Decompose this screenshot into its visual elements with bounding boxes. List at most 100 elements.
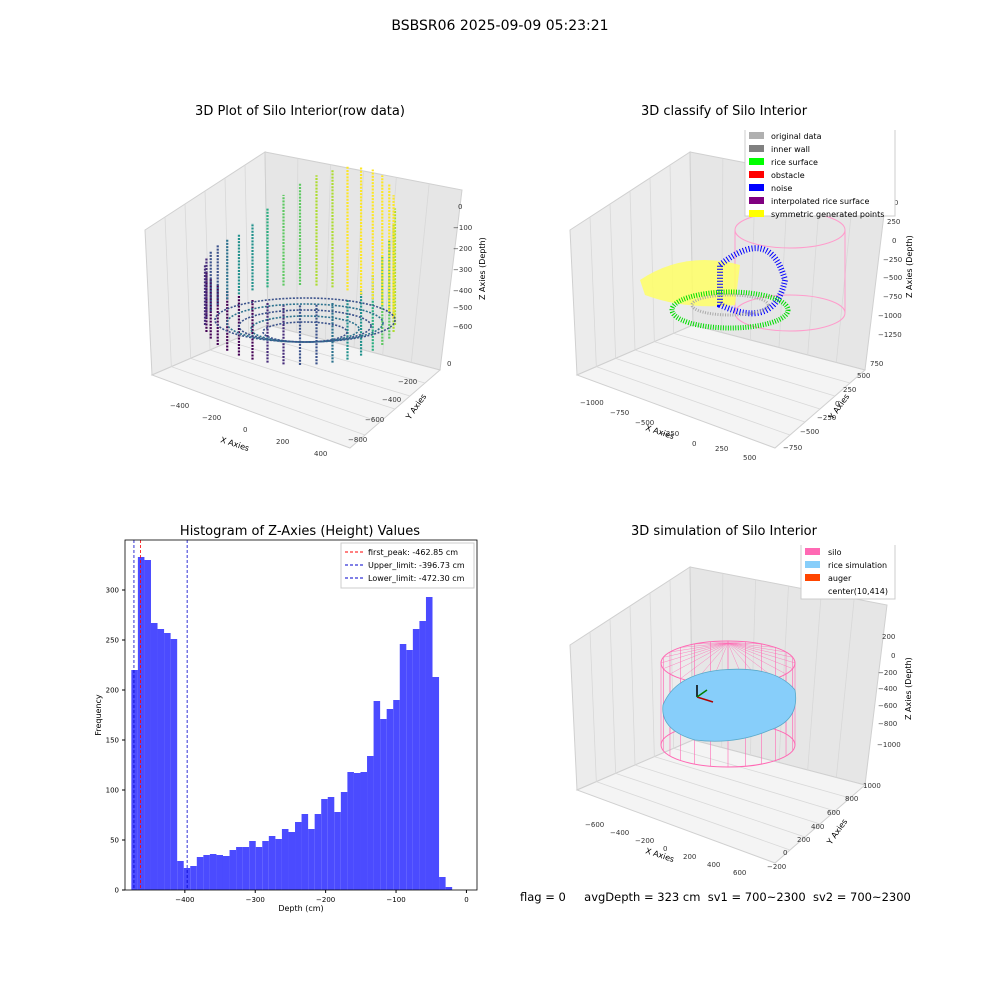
histogram-bar [144, 560, 151, 890]
y-tick-label: 250 [106, 637, 119, 645]
legend-swatch [805, 548, 820, 555]
p1-xtick: 400 [314, 450, 327, 458]
p2-ztick: −250 [883, 256, 902, 264]
gridline [410, 183, 430, 363]
gridline [244, 164, 250, 334]
p2-xtick: 500 [743, 454, 756, 462]
legend-label: rice surface [771, 158, 818, 167]
figure-title: BSBSR06 2025-09-09 05:23:21 [391, 18, 609, 34]
p2-ytick: −500 [800, 428, 819, 436]
gridline [778, 585, 789, 763]
point-ring [262, 321, 348, 343]
histogram-bar [164, 633, 171, 890]
histogram-y-ticks: 0 50 100 150 200 250 300 [106, 587, 125, 895]
panel1-3d-plot: −400 −200 0 200 400 0 −200 −400 −600 −80… [144, 151, 487, 458]
gridline [615, 357, 806, 423]
x-tick-label: 0 [464, 896, 468, 904]
histogram-bar [196, 857, 204, 890]
gridline [609, 618, 617, 774]
histogram-bar [242, 847, 250, 890]
p2-ztick: −500 [883, 274, 902, 282]
histogram-bar [347, 772, 354, 890]
y-tick-label: 0 [115, 887, 119, 895]
original-points [690, 293, 770, 317]
panel1-title: 3D Plot of Silo Interior(row data) [195, 104, 405, 119]
p2-ztick: 250 [887, 218, 900, 226]
p1-point-cloud [203, 166, 397, 365]
legend-swatch [749, 184, 764, 191]
p4-ztick: −800 [878, 720, 897, 728]
y-tick-label: 300 [106, 587, 119, 595]
gridline [164, 216, 172, 367]
legend-swatch [749, 197, 764, 204]
gridline [204, 190, 211, 351]
silo-roof-wire [663, 642, 729, 658]
p4-ytick: 400 [811, 823, 824, 831]
p4-legend: silo rice simulation auger center(10,414) [800, 545, 896, 600]
gridline [669, 164, 675, 334]
histogram-bar [131, 670, 138, 890]
auger-axis [696, 696, 714, 703]
p4-ztick: 0 [891, 652, 895, 660]
p1-ytick: −400 [382, 396, 401, 404]
gridline [654, 341, 836, 397]
p4-ztick: 200 [882, 633, 895, 641]
legend-label: symmetric generated points [771, 210, 884, 219]
p4-gridlines [589, 573, 855, 851]
legend-label: rice simulation [828, 561, 887, 570]
legend-swatch [749, 158, 764, 165]
histogram-bar [412, 629, 420, 890]
p1-gridlines [164, 158, 430, 436]
histogram-bar [137, 557, 145, 890]
histogram-bar [157, 629, 165, 890]
histogram-bar [295, 822, 302, 890]
gridline [654, 756, 836, 812]
gridline [807, 592, 822, 771]
p1-ytick: −200 [398, 378, 417, 386]
p2-ytick: 250 [843, 386, 856, 394]
histogram-bar [170, 639, 178, 890]
gridline [629, 190, 636, 351]
p2-classified-cloud [640, 211, 846, 332]
histogram-bar [209, 854, 217, 890]
histogram-bar [236, 847, 243, 890]
silo-roof-wire [669, 642, 729, 675]
p2-xtick: −750 [610, 409, 629, 417]
p4-ytick: −200 [767, 863, 786, 871]
histogram-legend: first_peak: -462.85 cm Upper_limit: -396.… [340, 542, 475, 589]
x-tick-label: −400 [175, 896, 194, 904]
histogram-bar [386, 709, 394, 890]
legend-label: Upper_limit: -396.73 cm [368, 561, 465, 570]
histogram-bar [262, 841, 269, 890]
gridline [184, 203, 192, 359]
p2-ytick: −750 [783, 444, 802, 452]
p1-xtick: 200 [276, 438, 289, 446]
rice-surface-points [669, 289, 791, 331]
histogram-legend-box [340, 542, 475, 589]
legend-label: auger [828, 574, 852, 583]
panel2-3d-plot: −1000 −750 −500 −250 0 250 500 750 500 2… [569, 130, 914, 462]
rice-simulation-surface [662, 668, 797, 742]
silo-roof-wire [727, 642, 776, 648]
p2-legend: original data inner wall rice surface obsta… [744, 130, 896, 219]
p2-ticks: −1000 −750 −500 −250 0 250 500 750 500 2… [580, 199, 902, 462]
histogram-bar [321, 799, 328, 890]
legend-swatch [805, 561, 820, 568]
p2-legend-box [744, 130, 896, 217]
p1-xtick: −400 [170, 402, 189, 410]
histogram-bar [255, 847, 263, 890]
silo-roof-wire [727, 642, 793, 658]
p2-ztick: 0 [892, 237, 896, 245]
p2-xlabel: X Axies [644, 423, 675, 441]
legend-swatch [805, 574, 820, 581]
p4-ytick: 0 [783, 849, 787, 857]
p2-ztick: −1250 [878, 331, 902, 339]
histogram-bar [432, 677, 440, 890]
panel4-title: 3D simulation of Silo Interior [631, 524, 817, 539]
p4-xtick: 600 [733, 869, 746, 875]
histogram-bar [360, 772, 368, 890]
panel3-title: Histogram of Z-Axies (Height) Values [179, 524, 421, 539]
p2-ytick: 0 [835, 400, 839, 408]
p4-xtick: 200 [683, 853, 696, 861]
silo-roof-wire [680, 642, 729, 648]
